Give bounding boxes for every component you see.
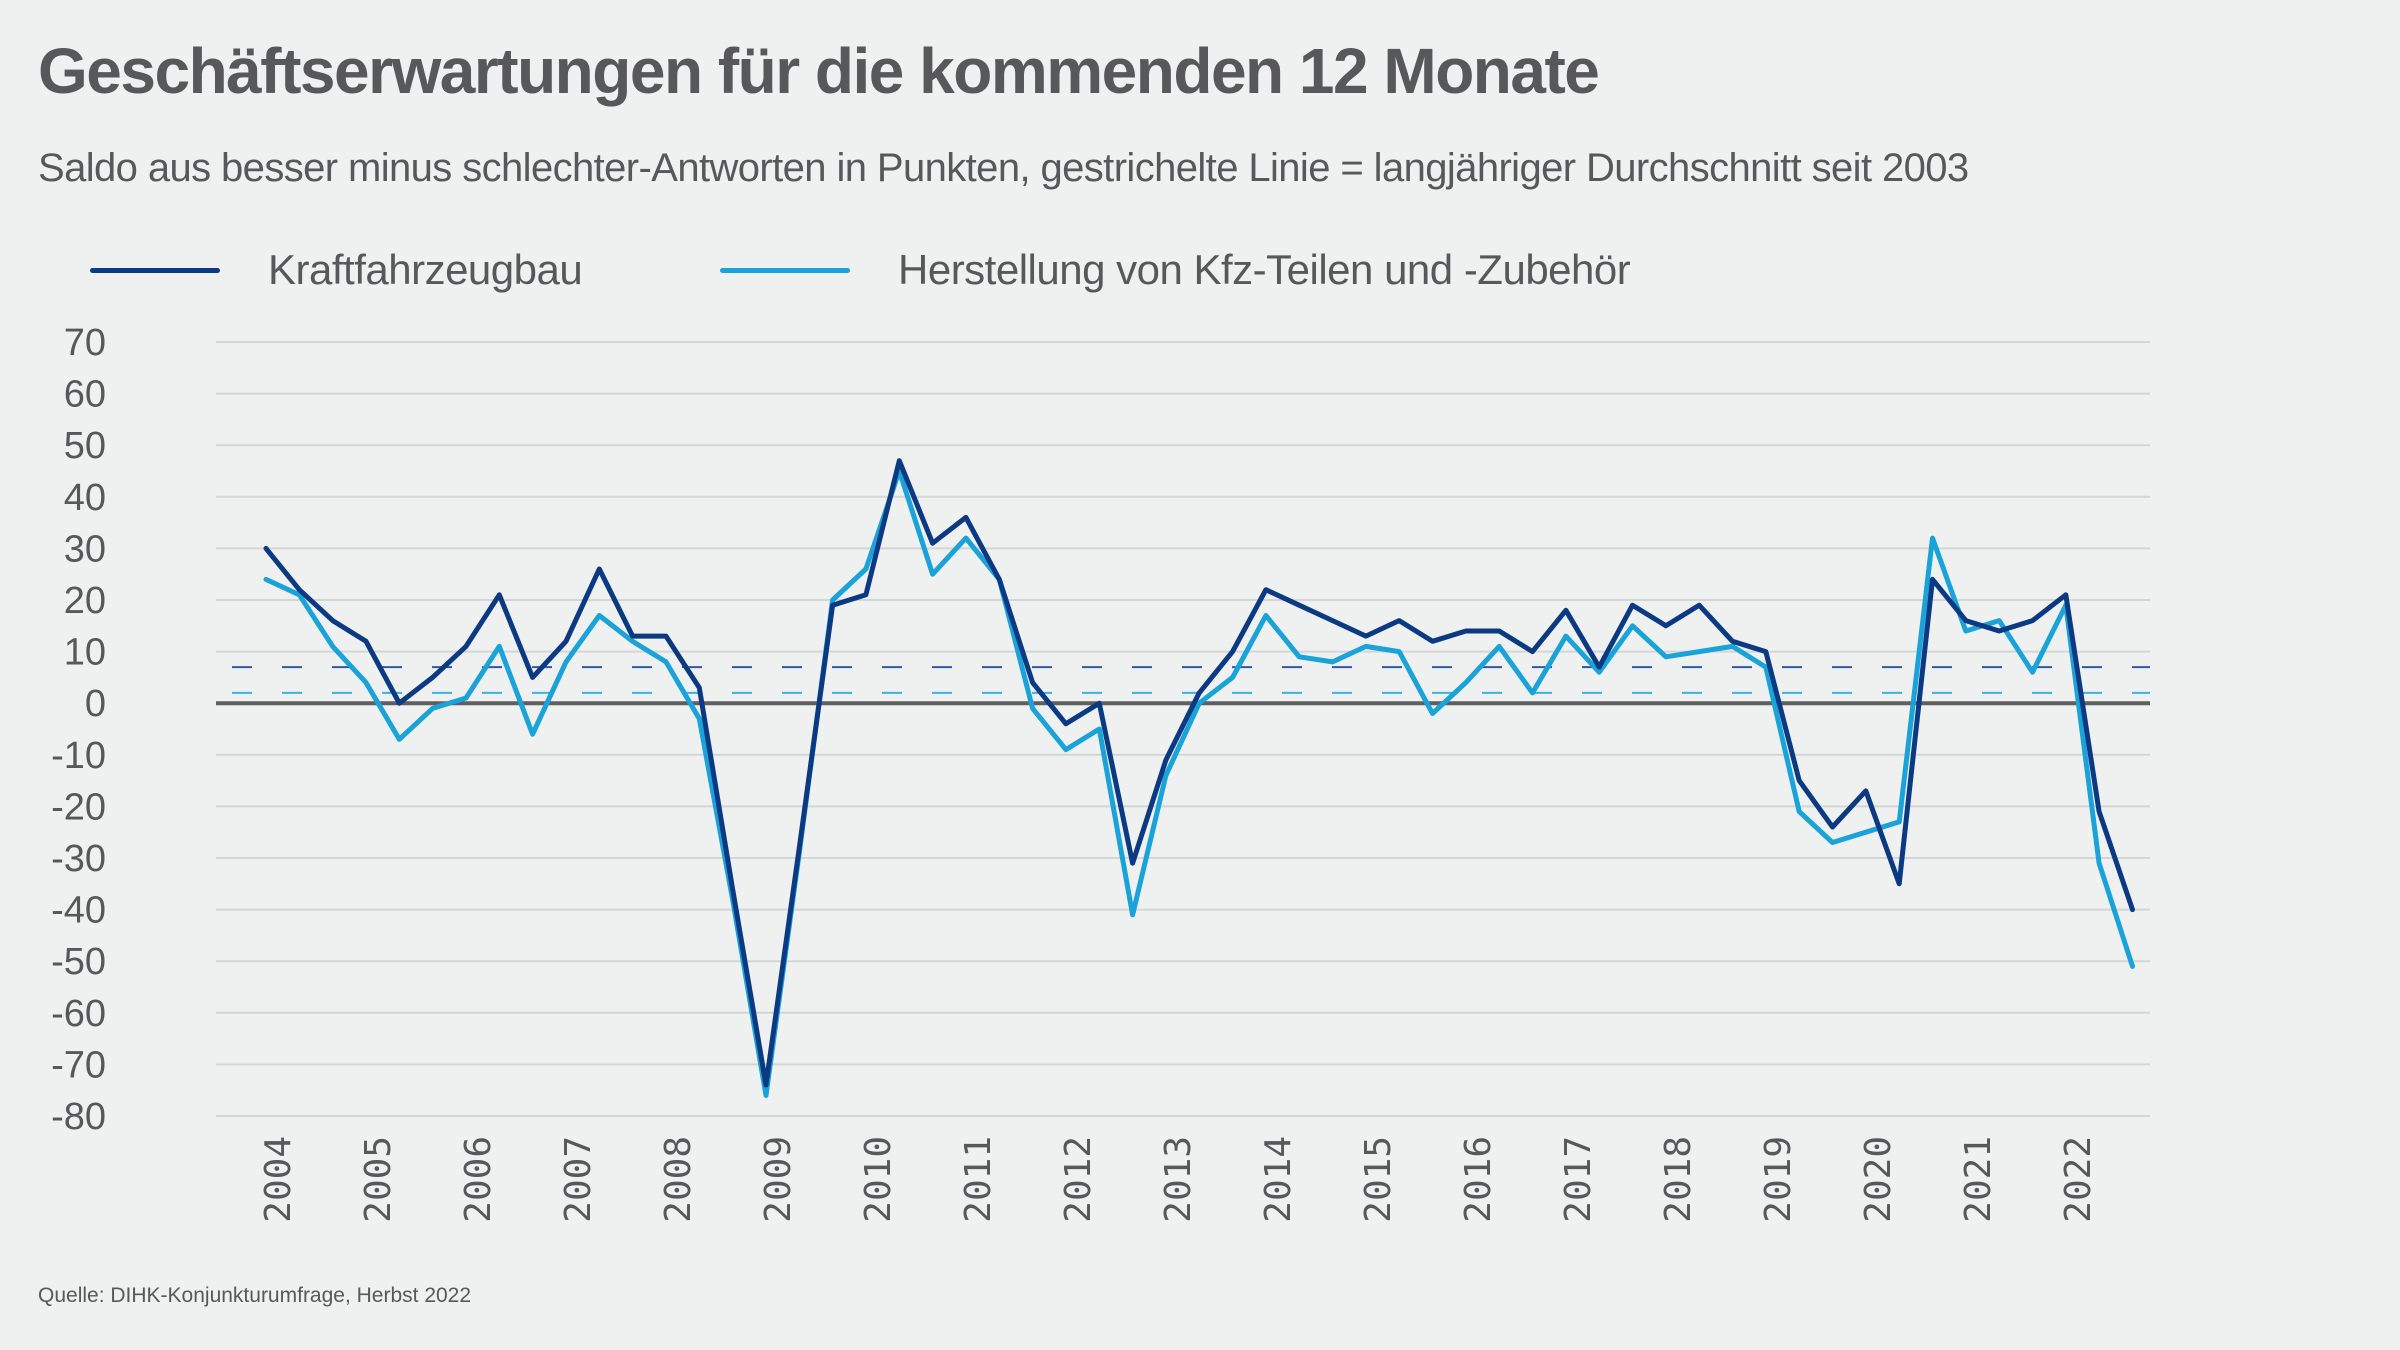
x-axis: 2004 2005 2006 2007 2008 2009 2010 2011 2012 2013…	[258, 1136, 2099, 1223]
source-note: Quelle: DIHK-Konjunkturumfrage, Herbst 2…	[38, 1284, 472, 1307]
x-tick-label: 2012	[1058, 1136, 1099, 1223]
y-axis: 70 60 50 40 30 20 10 0 -10 -20 -30 -40 -50 -60 -70 -80	[51, 322, 106, 1138]
y-tick-label: 20	[64, 580, 106, 622]
x-tick-label: 2004	[258, 1136, 299, 1223]
x-tick-label: 2015	[1358, 1136, 1399, 1223]
legend-item-kraftfahrzeugbau: Kraftfahrzeugbau	[90, 240, 583, 300]
y-tick-label: -70	[51, 1044, 106, 1086]
x-tick-label: 2009	[758, 1136, 799, 1223]
x-tick-label: 2022	[2058, 1136, 2099, 1223]
y-tick-label: 50	[64, 425, 106, 467]
y-tick-label: 0	[85, 683, 106, 725]
x-tick-label: 2006	[458, 1136, 499, 1223]
x-tick-label: 2018	[1658, 1136, 1699, 1223]
chart-subtitle: Saldo aus besser minus schlechter-Antwor…	[38, 146, 1969, 190]
series-line-kfz-teile	[263, 468, 2135, 1098]
x-tick-label: 2017	[1558, 1136, 1599, 1223]
y-tick-label: -40	[51, 890, 106, 932]
average-lines	[232, 666, 2150, 694]
y-tick-label: -30	[51, 838, 106, 880]
x-tick-label: 2020	[1858, 1136, 1899, 1223]
y-tick-label: -20	[51, 786, 106, 828]
x-tick-label: 2013	[1158, 1136, 1199, 1223]
legend-swatch-kraftfahrzeugbau	[90, 267, 220, 273]
x-tick-label: 2005	[358, 1136, 399, 1223]
y-tick-label: 30	[64, 528, 106, 570]
x-tick-label: 2011	[958, 1136, 999, 1223]
x-tick-label: 2010	[858, 1136, 899, 1223]
gridlines	[216, 341, 2150, 1117]
legend: Kraftfahrzeugbau Herstellung von Kfz-Tei…	[0, 240, 2400, 300]
y-tick-label: -10	[51, 735, 106, 777]
x-tick-label: 2014	[1258, 1136, 1299, 1223]
chart-title: Geschäftserwartungen für die kommenden 1…	[38, 35, 1600, 107]
y-tick-label: 60	[64, 374, 106, 416]
legend-swatch-kfz-teile	[720, 267, 850, 273]
x-tick-label: 2021	[1958, 1136, 1999, 1223]
legend-label-kraftfahrzeugbau: Kraftfahrzeugbau	[268, 246, 583, 293]
series-lines	[263, 458, 2135, 1098]
x-tick-label: 2007	[558, 1136, 599, 1223]
y-tick-label: 10	[64, 632, 106, 674]
legend-item-kfz-teile: Herstellung von Kfz-Teilen und -Zubehör	[720, 240, 1631, 300]
y-tick-label: 40	[64, 477, 106, 519]
series-line-kraftfahrzeugbau	[263, 458, 2135, 1088]
y-tick-label: -80	[51, 1096, 106, 1138]
y-tick-label: -60	[51, 993, 106, 1035]
legend-label-kfz-teile: Herstellung von Kfz-Teilen und -Zubehör	[898, 246, 1631, 293]
x-tick-label: 2016	[1458, 1136, 1499, 1223]
x-tick-label: 2019	[1758, 1136, 1799, 1223]
y-tick-label: -50	[51, 941, 106, 983]
y-tick-label: 70	[64, 322, 106, 364]
x-tick-label: 2008	[658, 1136, 699, 1223]
